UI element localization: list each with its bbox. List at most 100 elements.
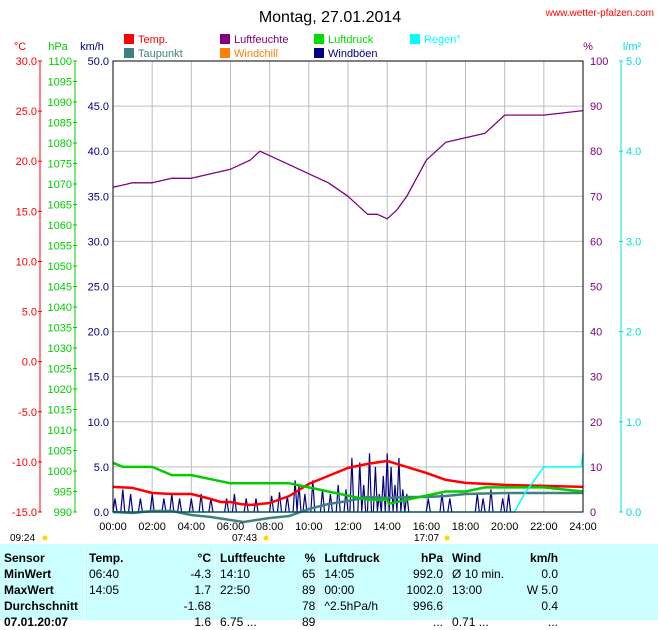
- sun-icon: [42, 535, 48, 541]
- stats-panel: Sensor Temp. °C Luftfeuchte % Luftdruck …: [0, 544, 658, 630]
- stats-header-wind: Wind: [447, 550, 517, 566]
- temp-tick-label: -5.0: [18, 407, 37, 419]
- stats-cell: 1002.0: [406, 583, 444, 597]
- rain-unit-label: l/m²: [623, 41, 642, 53]
- series-line: [112, 459, 584, 507]
- legend-label: Luftfeuchte: [234, 34, 288, 46]
- stats-cell: 65: [301, 567, 316, 581]
- legend-swatch: [314, 48, 324, 58]
- stats-cell: Ø 10 min.: [447, 566, 517, 582]
- stats-label: MaxWert: [4, 583, 54, 597]
- x-tick-label: 16:00: [413, 521, 441, 533]
- rain-tick-label: 1.0: [626, 417, 641, 429]
- stats-cell: 0.71 ...: [447, 614, 517, 630]
- humidity-tick-label: 10: [590, 462, 602, 474]
- pressure-tick-label: 1100: [48, 56, 72, 68]
- site-link[interactable]: www.wetter-pfalzen.com: [545, 8, 654, 19]
- pressure-tick-label: 1065: [48, 200, 72, 212]
- stats-cell: W 5.0: [526, 583, 559, 597]
- pressure-tick-label: 1030: [48, 343, 72, 355]
- rain-tick-label: 2.0: [626, 327, 641, 339]
- rain-tick-label: 0.0: [626, 507, 641, 519]
- pressure-tick-label: 1085: [48, 118, 72, 130]
- dawn-time: 07:43: [232, 533, 257, 544]
- stats-row-min: MinWert 06:40 -4.3 14:10 65 14:05 992.0 …: [0, 566, 562, 582]
- stats-cell: [447, 598, 517, 614]
- legend-label: Luftdruck: [328, 34, 374, 46]
- wind-tick-label: 45.0: [88, 101, 109, 113]
- pressure-tick-label: 1070: [48, 179, 72, 191]
- pressure-tick-label: 1050: [48, 261, 72, 273]
- chart-title: Montag, 27.01.2014: [259, 9, 401, 26]
- legend-label: Taupunkt: [138, 48, 183, 60]
- humidity-tick-label: 70: [590, 191, 602, 203]
- x-tick-label: 24:00: [569, 521, 597, 533]
- pressure-tick-label: 1080: [48, 138, 72, 150]
- x-tick-label: 04:00: [178, 521, 206, 533]
- humidity-tick-label: 30: [590, 372, 602, 384]
- rain-tick-label: 5.0: [626, 56, 641, 68]
- rain-tick-label: 4.0: [626, 146, 641, 158]
- legend-label: Windböen: [328, 48, 378, 60]
- stats-label: 07.01.20:07: [4, 615, 69, 629]
- x-tick-label: 06:00: [217, 521, 245, 533]
- stats-cell: 89: [301, 583, 316, 597]
- temp-tick-label: 10.0: [16, 256, 37, 268]
- stats-cell: 14:10: [215, 566, 290, 582]
- pressure-tick-label: 995: [54, 487, 72, 499]
- x-tick-label: 12:00: [334, 521, 362, 533]
- axes: 30.0 25.0 20.0 15.0 10.0 5.0 0.0 -5.0 -10.0 -15.0…: [12, 56, 641, 519]
- sunrise-time: 09:24: [10, 533, 35, 544]
- x-tick-label: 00:00: [99, 521, 127, 533]
- stats-cell: 0.4: [541, 599, 559, 613]
- legend-swatch: [410, 34, 420, 44]
- legend-swatch: [124, 48, 134, 58]
- pressure-tick-label: 1015: [48, 405, 72, 417]
- pressure-tick-label: 1035: [48, 323, 72, 335]
- pressure-tick-label: 1000: [48, 466, 72, 478]
- plot-frame: [112, 60, 584, 513]
- pressure-tick-label: 1025: [48, 364, 72, 376]
- legend: Temp. Taupunkt Luftfeuchte Windchill Luftdru…: [124, 34, 461, 60]
- stats-cell: 14:05: [319, 566, 403, 582]
- chart-background: [0, 0, 658, 544]
- stats-header-wind-unit: km/h: [530, 551, 559, 565]
- pressure-unit-label: hPa: [48, 41, 68, 53]
- wind-unit-label: km/h: [80, 41, 104, 53]
- stats-cell: -1.68: [183, 599, 211, 613]
- pressure-tick-label: 1090: [48, 97, 72, 109]
- humidity-tick-label: 90: [590, 101, 602, 113]
- stats-label: MinWert: [4, 567, 52, 581]
- series-line: [112, 461, 584, 506]
- temp-tick-label: 20.0: [16, 156, 37, 168]
- sun-icon: [444, 535, 450, 541]
- wind-tick-label: 35.0: [88, 191, 109, 203]
- pressure-tick-label: 990: [54, 507, 72, 519]
- pressure-tick-label: 1095: [48, 77, 72, 89]
- legend-label: Windchill: [234, 48, 278, 60]
- stats-cell: [84, 614, 165, 630]
- legend-swatch: [220, 48, 230, 58]
- stats-cell: [215, 598, 290, 614]
- stats-header-pressure: Luftdruck: [319, 550, 403, 566]
- humidity-tick-label: 20: [590, 417, 602, 429]
- pressure-tick-label: 1020: [48, 384, 72, 396]
- humidity-tick-label: 80: [590, 146, 602, 158]
- stats-header-humidity-unit: %: [304, 551, 316, 565]
- stats-cell: 14:05: [84, 582, 165, 598]
- dusk-time: 17:07: [414, 533, 439, 544]
- wind-tick-label: 5.0: [94, 462, 109, 474]
- temp-tick-label: 25.0: [16, 106, 37, 118]
- legend-swatch: [314, 34, 324, 44]
- stats-cell: ...: [548, 615, 559, 629]
- x-tick-label: 14:00: [373, 521, 401, 533]
- temp-tick-label: -10.0: [12, 457, 37, 469]
- stats-row-max: MaxWert 14:05 1.7 22:50 89 00:00 1002.0 …: [0, 582, 562, 598]
- series-line: [112, 491, 583, 524]
- pressure-tick-label: 1010: [48, 425, 72, 437]
- stats-label: Durchschnitt: [4, 599, 79, 613]
- stats-header-pressure-unit: hPa: [421, 551, 444, 565]
- stats-cell: 6.75 ...: [215, 614, 290, 630]
- pressure-tick-label: 1060: [48, 220, 72, 232]
- humidity-unit-label: %: [583, 41, 593, 53]
